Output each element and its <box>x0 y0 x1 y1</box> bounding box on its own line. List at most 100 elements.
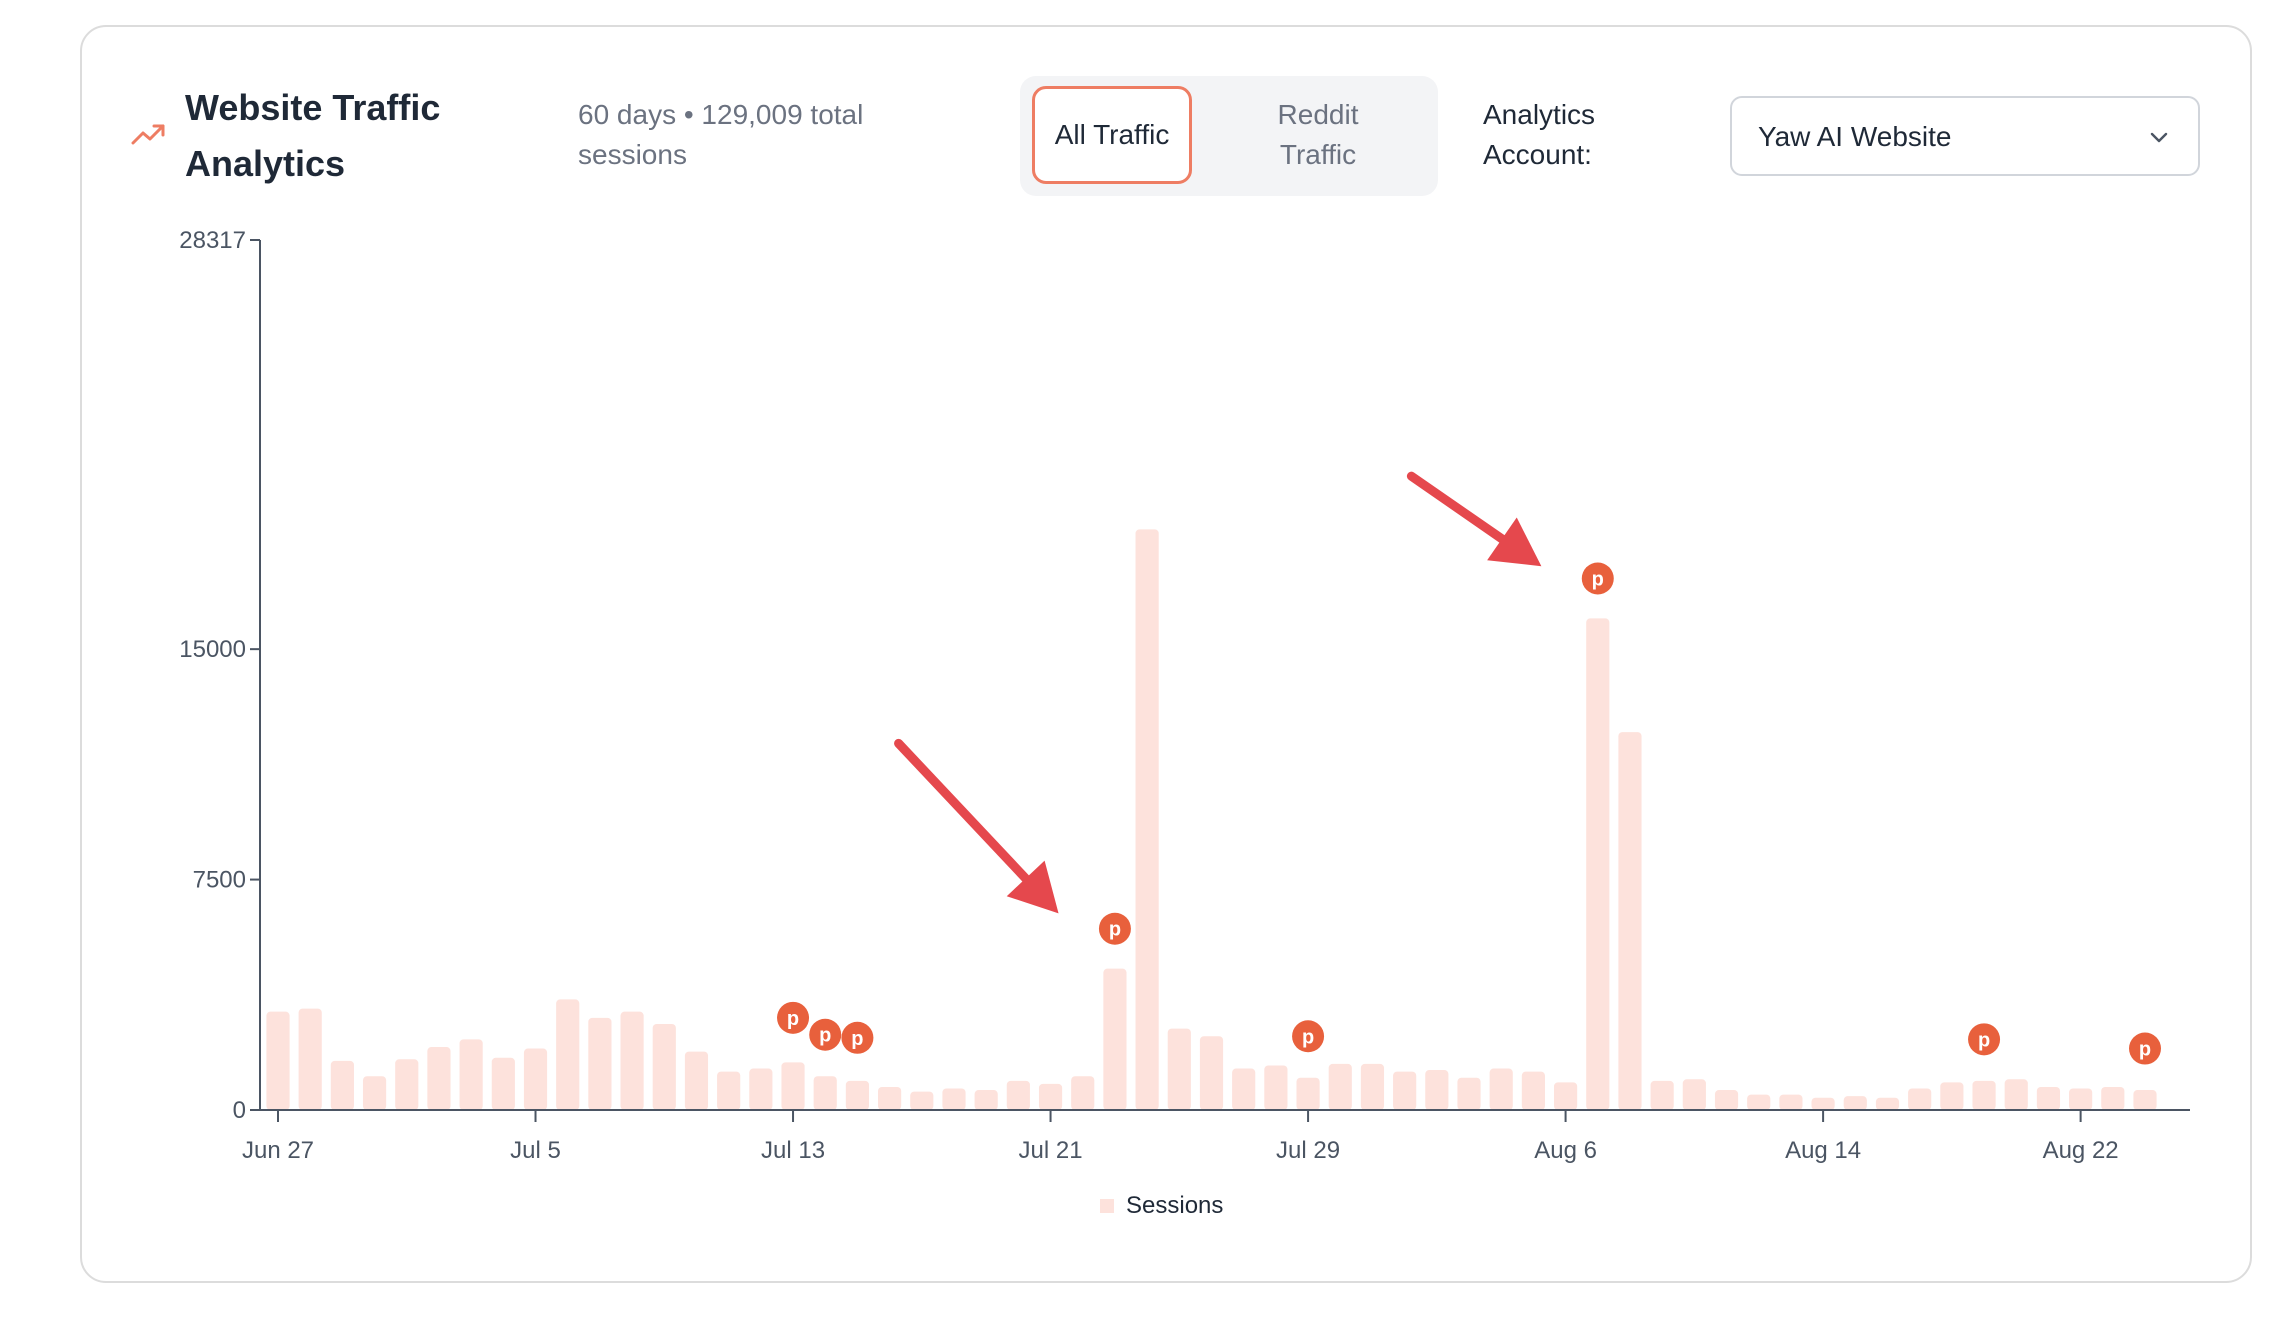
bar <box>395 1059 419 1110</box>
bar <box>652 1023 676 1110</box>
chevron-down-icon <box>2150 132 2168 143</box>
bar <box>1618 732 1642 1110</box>
bar <box>1489 1068 1513 1110</box>
y-tick-label: 0 <box>233 1097 246 1124</box>
bar <box>491 1057 515 1110</box>
bar <box>588 1017 612 1110</box>
bar <box>298 1008 322 1110</box>
bar <box>1650 1080 1674 1110</box>
bar <box>942 1088 966 1110</box>
marker-label: p <box>2139 1039 2151 1061</box>
x-tick-label: Jul 5 <box>510 1137 561 1164</box>
bar <box>1457 1077 1481 1110</box>
bar <box>427 1047 451 1110</box>
bar <box>781 1062 805 1110</box>
bar <box>1071 1076 1095 1110</box>
y-tick-label: 7500 <box>193 867 246 894</box>
bar <box>266 1011 290 1110</box>
traffic-toggle: All Traffic Reddit Traffic <box>1020 76 1438 196</box>
bar <box>459 1039 483 1110</box>
annotation-arrow <box>894 738 1031 883</box>
x-tick-label: Jul 21 <box>1019 1137 1083 1164</box>
reddit-post-marker <box>777 1001 810 1034</box>
bar <box>1232 1068 1256 1110</box>
summary-text: 60 days • 129,009 total sessions <box>578 99 864 170</box>
bar <box>1843 1096 1867 1110</box>
bar <box>2133 1090 2157 1110</box>
bar <box>1714 1090 1739 1110</box>
x-tick-label: Jul 13 <box>761 1137 825 1164</box>
x-tick-label: Aug 6 <box>1534 1137 1597 1164</box>
page-title: Website Traffic Analytics <box>185 87 441 184</box>
bar <box>1747 1094 1771 1110</box>
bar <box>813 1076 837 1110</box>
bar <box>620 1011 644 1110</box>
bar <box>1521 1071 1545 1110</box>
analytics-account-label: Analytics Account: <box>1483 99 1596 170</box>
analytics-account-value: Yaw AI Website <box>1758 121 1952 152</box>
chart-legend: Sessions <box>1100 1192 1223 1220</box>
annotation-arrow <box>1406 471 1507 544</box>
bar <box>1264 1065 1288 1110</box>
bar <box>523 1048 548 1110</box>
bar <box>1553 1082 1578 1110</box>
bar <box>1167 1028 1191 1110</box>
bar <box>1135 529 1159 1110</box>
reddit-post-marker <box>1098 912 1131 945</box>
all-traffic-button[interactable]: All Traffic <box>1032 86 1192 184</box>
bar <box>1779 1094 1803 1110</box>
bar <box>1682 1079 1706 1110</box>
bar <box>2069 1088 2093 1110</box>
trending-up-icon <box>131 124 165 145</box>
bar <box>974 1090 998 1110</box>
bar <box>1908 1088 1932 1110</box>
marker-label: p <box>1592 568 1604 590</box>
bar <box>749 1068 773 1110</box>
bar <box>1328 1063 1352 1110</box>
bar <box>1038 1083 1063 1110</box>
bar <box>684 1051 709 1110</box>
marker-label: p <box>1109 919 1121 941</box>
y-tick-label: 28317 <box>179 227 246 254</box>
x-tick-label: Aug 22 <box>2043 1137 2119 1164</box>
bar <box>2004 1079 2028 1110</box>
legend-label-sessions: Sessions <box>1126 1192 1224 1219</box>
bar <box>1296 1077 1320 1110</box>
reddit-post-marker <box>841 1021 874 1054</box>
bar <box>556 999 580 1110</box>
bar <box>878 1086 902 1110</box>
bar <box>717 1071 741 1110</box>
x-tick-label: Aug 14 <box>1785 1137 1861 1164</box>
bar <box>1103 968 1127 1110</box>
legend-swatch-sessions <box>1100 1199 1114 1213</box>
bar <box>1940 1082 1964 1110</box>
reddit-post-marker <box>1581 562 1614 595</box>
reddit-post-marker <box>1968 1023 2001 1056</box>
reddit-post-marker <box>2129 1032 2161 1065</box>
marker-label: p <box>787 1008 799 1030</box>
reddit-post-marker <box>809 1018 842 1051</box>
bar <box>1199 1036 1224 1110</box>
marker-label: p <box>1302 1026 1314 1048</box>
bar <box>845 1080 870 1110</box>
bar <box>1586 618 1610 1110</box>
x-tick-label: Jun 27 <box>242 1137 314 1164</box>
marker-label: p <box>1978 1029 1990 1051</box>
analytics-account-select[interactable]: Yaw AI Website <box>1730 96 2200 176</box>
bar <box>330 1060 354 1110</box>
bar <box>2101 1086 2125 1110</box>
bar <box>2036 1086 2061 1110</box>
annotation-arrowhead <box>1006 860 1059 914</box>
reddit-post-marker <box>1292 1020 1325 1053</box>
bar <box>1875 1097 1900 1110</box>
bar <box>1006 1080 1030 1110</box>
bar <box>1425 1070 1449 1110</box>
bar <box>1360 1063 1385 1110</box>
reddit-traffic-button[interactable]: Reddit Traffic <box>1277 99 1359 170</box>
marker-label: p <box>851 1028 863 1050</box>
bar <box>1811 1097 1835 1110</box>
bar <box>910 1091 934 1110</box>
x-tick-label: Jul 29 <box>1276 1137 1340 1164</box>
y-tick-label: 15000 <box>179 636 246 663</box>
